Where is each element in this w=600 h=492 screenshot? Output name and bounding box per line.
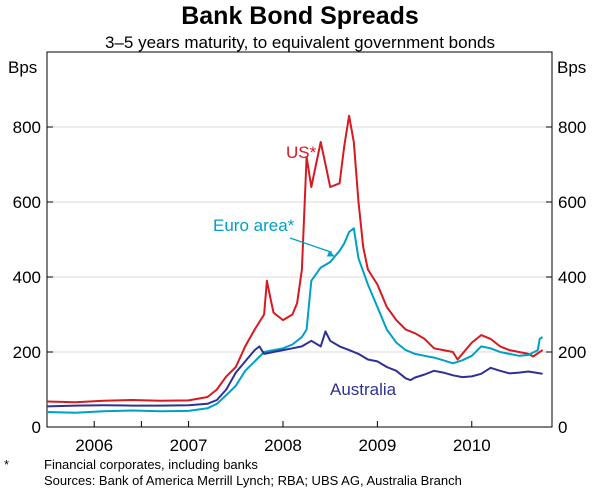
right-axis-unit: Bps [557, 58, 587, 77]
series-line-australia [46, 330, 543, 408]
grid-lines [47, 126, 552, 353]
annotation-euro-area: Euro area* [213, 216, 295, 235]
plot-frame [46, 51, 553, 428]
x-tick-label: 2006 [75, 436, 113, 455]
y-tick-label-left: 400 [13, 268, 41, 287]
y-tick-label-right: 200 [558, 343, 586, 362]
footnote-star-mark: * [4, 457, 10, 472]
annotation-arrowhead [326, 250, 335, 257]
y-tick-label-right: 0 [558, 418, 567, 437]
series-group [46, 114, 544, 414]
chart-subtitle: 3–5 years maturity, to equivalent govern… [105, 33, 495, 52]
y-tick-label-left: 600 [13, 193, 41, 212]
y-tick-label-right: 800 [558, 118, 586, 137]
y-tick-label-left: 800 [13, 118, 41, 137]
footnote-sources: Sources: Bank of America Merrill Lynch; … [44, 473, 462, 488]
series-line-us [46, 114, 544, 404]
y-tick-label-left: 0 [32, 418, 41, 437]
footnote-star-text: Financial corporates, including banks [44, 457, 258, 472]
y-tick-label-left: 200 [13, 343, 41, 362]
x-tick-label: 2010 [453, 436, 491, 455]
axis-ticks: 0 0 200 200 400 400 600 600 800 800 2006 2007 2008 20… [13, 118, 587, 455]
left-axis-unit: Bps [8, 58, 38, 77]
annotation-australia: Australia [330, 380, 397, 399]
annotation-us: US* [286, 143, 317, 162]
x-tick-label: 2009 [358, 436, 396, 455]
series-line-euro-area [46, 227, 544, 414]
annotations: US* Euro area* Australia [213, 143, 397, 399]
y-tick-label-right: 400 [558, 268, 586, 287]
x-tick-label: 2008 [264, 436, 302, 455]
y-tick-label-right: 600 [558, 193, 586, 212]
annotation-arrow [289, 237, 333, 253]
x-tick-label: 2007 [170, 436, 208, 455]
chart-title: Bank Bond Spreads [181, 2, 419, 30]
footnote-star: * Financial corporates, including banks [4, 457, 258, 473]
